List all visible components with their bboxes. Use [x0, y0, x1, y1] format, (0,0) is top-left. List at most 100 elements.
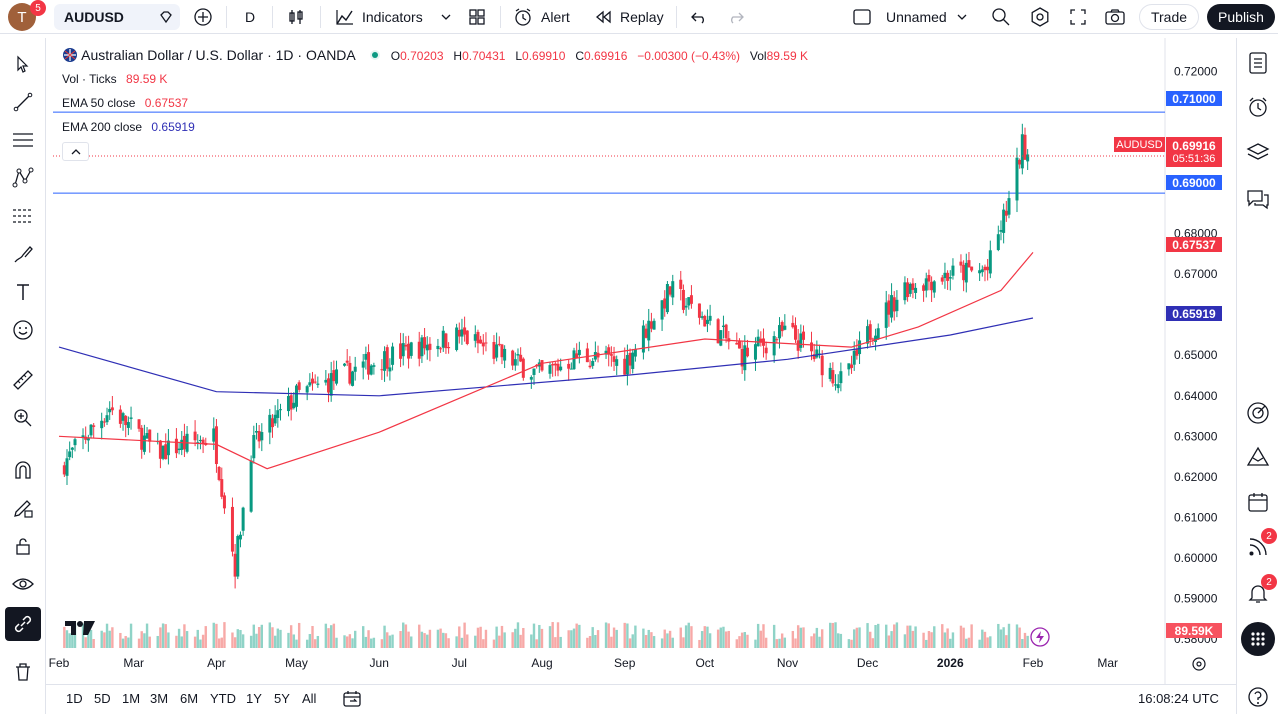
watchlist-icon[interactable] [1243, 48, 1273, 78]
ideas-icon[interactable] [1243, 442, 1273, 472]
range-button-1y[interactable]: 1Y [246, 691, 262, 706]
layout-button[interactable]: Unnamed [852, 0, 947, 34]
news-feed-icon[interactable] [1243, 532, 1273, 562]
chevron-down-icon[interactable] [440, 0, 452, 34]
volume-bar [554, 637, 557, 648]
trend-line-icon[interactable] [8, 87, 38, 117]
y-tick-label: 0.60000 [1174, 551, 1218, 565]
magnet-icon[interactable] [8, 455, 38, 485]
volume-bar [874, 624, 877, 648]
templates-icon[interactable] [468, 0, 486, 34]
volume-bar [791, 630, 795, 648]
symbol-search[interactable]: AUDUSD [54, 0, 180, 34]
candle-body [575, 353, 579, 359]
volume-bar [386, 632, 389, 648]
volume-bar [428, 629, 432, 648]
indicators-button[interactable]: Indicators [335, 0, 423, 34]
range-button-all[interactable]: All [302, 691, 317, 706]
diamond-icon[interactable] [158, 0, 174, 34]
pencil-lock-icon[interactable] [8, 493, 38, 523]
candle-body [297, 382, 301, 390]
candle-body [927, 275, 931, 282]
candle-body [217, 466, 221, 480]
ema200-legend[interactable]: EMA 200 close 0.65919 [62, 120, 195, 134]
undo-icon[interactable] [690, 0, 708, 34]
chevron-down-icon[interactable] [956, 0, 968, 34]
range-button-3m[interactable]: 3M [150, 691, 169, 706]
range-button-1m[interactable]: 1M [122, 691, 141, 706]
fullscreen-icon[interactable] [1069, 0, 1087, 34]
fib-icon[interactable] [8, 201, 38, 231]
interval-button[interactable]: D [245, 9, 256, 25]
range-button-5d[interactable]: 5D [94, 691, 111, 706]
range-button-1d[interactable]: 1D [66, 691, 83, 706]
legend-header: Australian Dollar / U.S. Dollar · 1D · O… [62, 47, 808, 63]
lightning-icon[interactable] [1030, 627, 1050, 652]
collapse-legend-button[interactable] [62, 142, 89, 161]
vol-value: 89.59 K [766, 49, 808, 63]
alert-button[interactable]: Alert [513, 0, 570, 34]
compare-plus-icon[interactable] [193, 0, 213, 34]
layers-icon[interactable] [1243, 138, 1273, 168]
hline-high-label: 0.71000 [1166, 91, 1222, 106]
eye-icon[interactable] [8, 569, 38, 599]
candle-body [855, 349, 859, 356]
price-chart[interactable]: 0.720000.700000.680000.670000.650000.640… [47, 38, 1235, 684]
text-icon[interactable] [8, 277, 38, 307]
settings-gear-icon[interactable] [1030, 0, 1050, 34]
clock-readout[interactable]: 16:08:24 UTC [1138, 691, 1219, 706]
volume-bar [476, 627, 480, 648]
brush-icon[interactable] [8, 239, 38, 269]
emoji-icon[interactable] [8, 315, 38, 345]
cursor-icon[interactable] [8, 49, 38, 79]
range-button-5y[interactable]: 5Y [274, 691, 290, 706]
volume-bar [663, 629, 666, 648]
volume-bar [1026, 635, 1029, 648]
notifications-bell-icon[interactable] [1243, 578, 1273, 608]
candle-body [559, 366, 563, 371]
pattern-icon[interactable] [8, 163, 38, 193]
target-icon[interactable] [1243, 398, 1273, 428]
trash-icon[interactable] [8, 657, 38, 687]
publish-button[interactable]: Publish [1207, 0, 1275, 34]
trade-button[interactable]: Trade [1139, 0, 1199, 34]
volume-bar [127, 637, 130, 648]
redo-icon[interactable] [727, 0, 745, 34]
lock-icon[interactable] [8, 531, 38, 561]
volume-bar [388, 635, 392, 648]
range-button-ytd[interactable]: YTD [210, 691, 236, 706]
candle-body [495, 344, 499, 358]
symbol-input[interactable]: AUDUSD [54, 4, 180, 30]
calendar-icon[interactable] [1243, 487, 1273, 517]
candle-body [959, 261, 963, 266]
zoom-in-icon[interactable] [8, 403, 38, 433]
volume-bar [828, 622, 832, 648]
horizontal-lines-icon[interactable] [8, 125, 38, 155]
quick-search-icon[interactable] [991, 0, 1011, 34]
alerts-clock-icon[interactable] [1243, 92, 1273, 122]
replay-button[interactable]: Replay [594, 0, 664, 34]
volume-legend[interactable]: Vol · Ticks 89.59 K [62, 72, 167, 86]
apps-grid-icon[interactable] [1241, 622, 1275, 656]
volume-bar [997, 623, 1000, 648]
link-icon[interactable] [5, 607, 41, 641]
ruler-icon[interactable] [8, 365, 38, 395]
volume-bar [556, 622, 560, 648]
range-button-6m[interactable]: 6M [180, 691, 199, 706]
ema50-legend[interactable]: EMA 50 close 0.67537 [62, 96, 188, 110]
time-settings-icon[interactable] [1190, 656, 1208, 677]
help-icon[interactable] [1243, 682, 1273, 712]
date-range-icon[interactable] [342, 689, 362, 714]
volume-bar [492, 639, 496, 648]
last-price-label: 0.69916 05:51:36 [1166, 137, 1222, 167]
candle-body [839, 371, 843, 384]
volume-bar [999, 629, 1003, 648]
candles-icon[interactable] [287, 0, 305, 34]
volume-bar [348, 634, 352, 648]
chat-icon[interactable] [1243, 184, 1273, 214]
volume-bar [236, 629, 239, 648]
camera-icon[interactable] [1104, 0, 1126, 34]
indicators-icon [336, 10, 353, 25]
volume-bar [837, 633, 840, 648]
candle-body [556, 363, 560, 371]
